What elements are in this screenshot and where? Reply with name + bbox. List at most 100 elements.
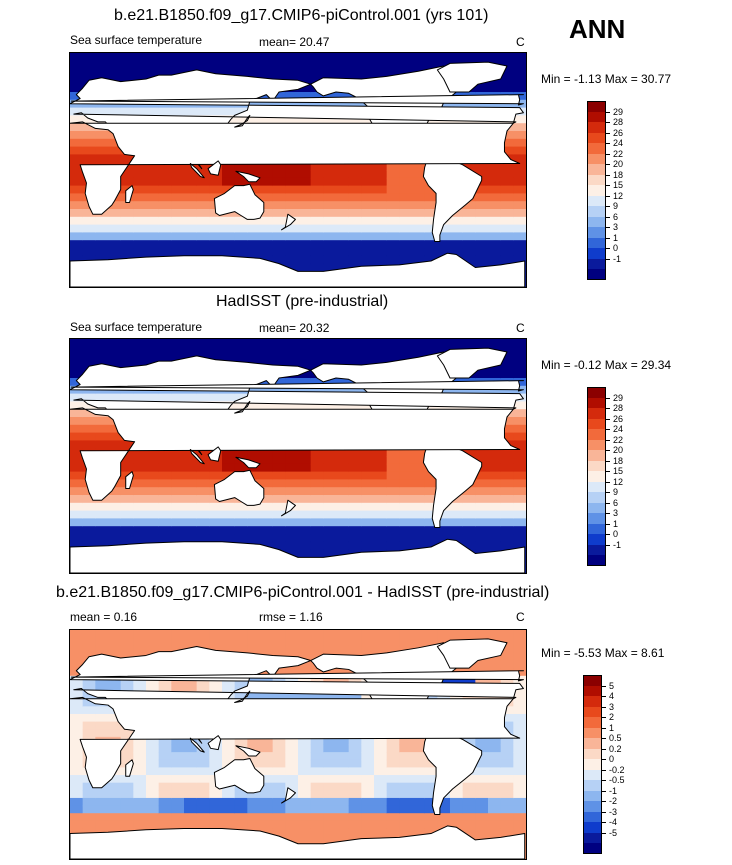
- sst-grid-cell: [70, 92, 84, 101]
- sst-grid-cell: [298, 76, 312, 85]
- sst-grid-cell: [500, 813, 514, 822]
- sst-grid-cell: [336, 99, 350, 109]
- sst-grid-cell: [95, 440, 109, 449]
- sst-grid-cell: [120, 60, 134, 70]
- sst-grid-cell: [247, 60, 261, 70]
- sst-grid-cell: [475, 385, 489, 395]
- sst-grid-cell: [298, 782, 312, 791]
- sst-grid-cell: [234, 216, 248, 226]
- landmass-south-america: [422, 441, 483, 528]
- sst-grid-cell: [171, 637, 185, 646]
- sst-grid-cell: [386, 518, 400, 527]
- sst-grid-cell: [70, 209, 84, 218]
- sst-grid-cell: [513, 775, 526, 784]
- sst-grid-cell: [513, 744, 526, 753]
- sst-grid-cell: [323, 193, 337, 202]
- sst-grid-cell: [424, 782, 438, 791]
- sst-grid-cell: [500, 630, 514, 639]
- sst-grid-cell: [310, 53, 324, 62]
- sst-grid-cell: [209, 637, 223, 646]
- sst-grid-cell: [196, 637, 210, 646]
- sst-grid-cell: [222, 518, 236, 527]
- sst-grid-cell: [272, 354, 286, 363]
- sst-grid-cell: [184, 790, 198, 799]
- colorbar-swatch: [587, 216, 606, 228]
- landmass-new-zealand: [281, 213, 296, 231]
- sst-grid-cell: [310, 177, 324, 187]
- sst-grid-cell: [336, 354, 350, 363]
- colorbar-tick-label: 12: [613, 190, 624, 201]
- sst-grid-cell: [424, 255, 438, 265]
- sst-grid-cell: [260, 115, 274, 124]
- sst-grid-cell: [272, 378, 286, 387]
- sst-grid-cell: [260, 339, 274, 348]
- sst-grid-cell: [513, 401, 526, 410]
- sst-grid-cell: [475, 216, 489, 226]
- sst-grid-cell: [348, 767, 362, 776]
- sst-grid-cell: [298, 471, 312, 480]
- sst-grid-cell: [146, 752, 160, 761]
- sst-grid-cell: [386, 541, 400, 551]
- sst-grid-cell: [108, 60, 122, 70]
- sst-grid-cell: [437, 675, 451, 685]
- sst-grid-cell: [70, 456, 84, 465]
- panel-1-units: C: [516, 35, 525, 49]
- sst-grid-cell: [70, 645, 84, 654]
- sst-grid-cell: [260, 782, 274, 791]
- sst-grid-cell: [120, 53, 134, 62]
- sst-grid-cell: [475, 255, 489, 265]
- sst-grid-cell: [222, 177, 236, 187]
- sst-grid-cell: [133, 782, 147, 791]
- sst-grid-cell: [310, 541, 324, 551]
- sst-grid-cell: [209, 820, 223, 830]
- sst-grid-cell: [348, 193, 362, 202]
- sst-grid-cell: [399, 736, 413, 746]
- sst-grid-cell: [184, 346, 198, 356]
- sst-grid-cell: [260, 68, 274, 77]
- sst-grid-cell: [437, 526, 451, 535]
- sst-grid-cell: [488, 813, 502, 822]
- sst-grid-cell: [285, 232, 299, 241]
- sst-grid-cell: [70, 115, 84, 124]
- sst-grid-cell: [70, 448, 84, 457]
- sst-grid-cell: [82, 645, 96, 654]
- sst-grid-cell: [260, 99, 274, 109]
- sst-grid-cell: [82, 502, 96, 512]
- sst-grid-cell: [95, 813, 109, 822]
- sst-grid-cell: [260, 645, 274, 654]
- sst-grid-cell: [412, 216, 426, 226]
- sst-grid-cell: [399, 510, 413, 519]
- sst-grid-cell: [158, 232, 172, 241]
- sst-grid-cell: [133, 354, 147, 363]
- sst-grid-cell: [82, 401, 96, 410]
- sst-grid-cell: [500, 828, 514, 837]
- sst-grid-cell: [196, 767, 210, 776]
- sst-grid-cell: [513, 193, 526, 202]
- sst-grid-cell: [234, 805, 248, 814]
- sst-grid-cell: [323, 668, 337, 677]
- sst-grid-cell: [95, 820, 109, 830]
- sst-grid-cell: [310, 193, 324, 202]
- sst-grid-cell: [475, 660, 489, 669]
- colorbar-tick: [606, 481, 610, 483]
- sst-grid-cell: [272, 487, 286, 496]
- sst-grid-cell: [336, 541, 350, 551]
- sst-grid-cell: [475, 193, 489, 202]
- sst-grid-cell: [133, 177, 147, 187]
- sst-grid-cell: [108, 248, 122, 257]
- sst-grid-cell: [285, 526, 299, 535]
- sst-grid-cell: [133, 759, 147, 768]
- sst-grid-cell: [70, 154, 84, 163]
- sst-grid-cell: [298, 502, 312, 512]
- sst-grid-cell: [374, 255, 388, 265]
- sst-grid-cell: [374, 463, 388, 473]
- sst-grid-cell: [513, 526, 526, 535]
- sst-grid-cell: [336, 232, 350, 241]
- landmass-new-guinea: [235, 456, 261, 469]
- sst-grid-cell: [500, 797, 514, 807]
- sst-grid-cell: [361, 216, 375, 226]
- sst-grid-cell: [171, 782, 185, 791]
- colorbar-swatch: [587, 523, 606, 535]
- sst-grid-cell: [513, 691, 526, 700]
- sst-grid-cell: [412, 541, 426, 551]
